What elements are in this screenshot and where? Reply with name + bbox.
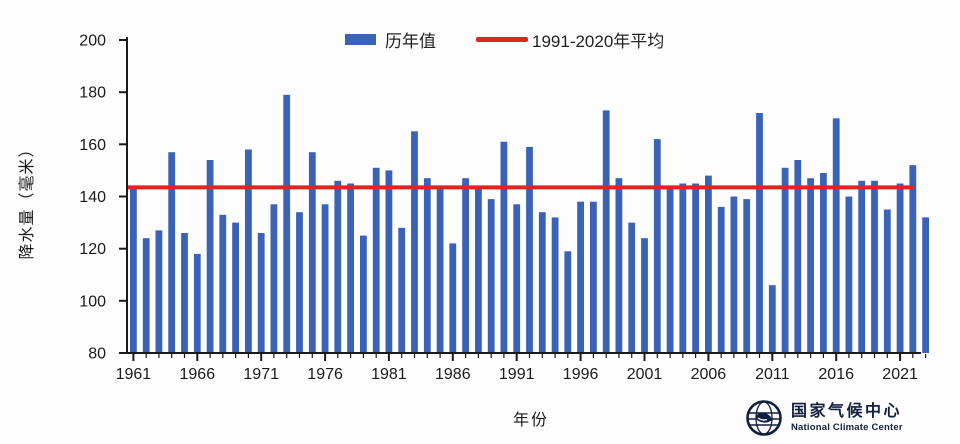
- national-climate-center-logo: 国家气候中心 National Climate Center: [744, 398, 903, 438]
- bar-1961: [130, 186, 137, 353]
- bar-2004: [679, 183, 687, 353]
- legend: 历年值 1991-2020年平均: [345, 27, 664, 52]
- bar-1973: [283, 94, 291, 354]
- bar-1977: [334, 180, 342, 353]
- bar-2008: [730, 196, 738, 353]
- y-tick-label: 160: [79, 137, 106, 154]
- bar-1979: [360, 235, 367, 353]
- x-tick-label: 1966: [180, 366, 216, 383]
- bar-1982: [398, 227, 406, 353]
- bar-2022: [909, 165, 917, 353]
- x-tick-label: 2021: [882, 366, 918, 383]
- bar-1996: [577, 201, 584, 353]
- bar-1985: [436, 188, 444, 353]
- bar-2003: [666, 188, 674, 353]
- bar-1993: [538, 212, 546, 353]
- bar-1991: [513, 204, 521, 353]
- x-tick-label: 1996: [563, 366, 599, 383]
- average-legend-label: 1991-2020年平均: [532, 32, 665, 51]
- bar-1974: [296, 212, 303, 353]
- bar-1969: [232, 222, 239, 353]
- average-line-swatch: [476, 37, 528, 42]
- bar-2001: [641, 238, 648, 353]
- bar-2002: [653, 139, 661, 353]
- bar-2023: [922, 217, 929, 353]
- y-tick-label: 100: [79, 293, 106, 310]
- bar-2013: [794, 160, 802, 353]
- x-tick-label: 1971: [243, 366, 279, 383]
- logo-text-cn: 国家气候中心: [791, 402, 903, 420]
- x-tick-label: 2006: [691, 366, 727, 383]
- x-tick-label: 2016: [818, 366, 854, 383]
- x-axis-title: 年份: [512, 412, 550, 429]
- x-tick-label: 1991: [499, 366, 535, 383]
- x-tick-label: 1981: [371, 366, 407, 383]
- bar-1984: [423, 178, 431, 353]
- bar-1962: [142, 238, 150, 353]
- bar-1992: [526, 146, 533, 353]
- legend-item-series: 历年值: [345, 27, 436, 52]
- bar-1997: [590, 201, 597, 353]
- x-tick-label: 1986: [435, 366, 471, 383]
- bar-1964: [168, 152, 176, 353]
- bar-2000: [628, 222, 636, 353]
- bar-1983: [411, 131, 418, 353]
- bar-1990: [500, 141, 508, 353]
- x-tick-label: 2001: [627, 366, 663, 383]
- x-tick-label: 1976: [307, 366, 343, 383]
- x-tick-label: 1961: [116, 366, 152, 383]
- bar-1967: [206, 160, 214, 353]
- bar-1981: [385, 170, 393, 353]
- bar-2018: [858, 180, 866, 353]
- x-tick-label: 2011: [755, 366, 790, 383]
- bar-1986: [449, 243, 457, 353]
- bar-2005: [692, 183, 699, 353]
- bar-2016: [832, 118, 840, 354]
- bar-1999: [615, 178, 623, 353]
- y-tick-label: 120: [79, 241, 106, 258]
- bar-2017: [845, 196, 853, 353]
- bar-2020: [883, 209, 891, 353]
- bar-2021: [896, 183, 904, 353]
- bar-1998: [602, 110, 610, 354]
- series-legend-label: 历年值: [385, 32, 436, 51]
- bar-1965: [181, 233, 188, 353]
- bar-1968: [219, 214, 227, 353]
- bar-1978: [347, 183, 354, 353]
- bar-1980: [372, 167, 380, 353]
- bar-1995: [564, 251, 572, 353]
- bar-1970: [245, 149, 252, 353]
- bar-2010: [756, 113, 763, 353]
- bar-1966: [193, 253, 201, 353]
- bar-2006: [705, 175, 712, 353]
- bar-1963: [155, 230, 163, 353]
- bar-2019: [871, 180, 878, 353]
- series-color-swatch: [345, 34, 376, 45]
- y-tick-label: 180: [79, 85, 106, 102]
- bar-1994: [551, 217, 559, 353]
- bar-1988: [475, 188, 482, 353]
- y-tick-label: 140: [79, 189, 106, 206]
- y-axis-title: 降水量（毫米）: [19, 140, 36, 260]
- bar-2015: [820, 173, 827, 353]
- y-tick-label: 200: [79, 33, 106, 50]
- bar-2014: [807, 178, 814, 353]
- legend-item-average: 1991-2020年平均: [476, 27, 664, 52]
- bar-1976: [321, 204, 329, 353]
- bar-2009: [743, 199, 751, 353]
- bar-1972: [270, 204, 278, 353]
- bar-1975: [308, 152, 316, 353]
- bar-1989: [487, 199, 495, 353]
- bar-1987: [462, 178, 469, 353]
- bar-2012: [781, 167, 789, 353]
- bar-1971: [257, 233, 265, 353]
- logo-text-en: National Climate Center: [791, 421, 903, 433]
- bar-2007: [717, 206, 725, 353]
- y-tick-label: 80: [88, 346, 106, 363]
- climate-center-emblem-icon: [746, 400, 782, 436]
- bar-2011: [768, 285, 776, 353]
